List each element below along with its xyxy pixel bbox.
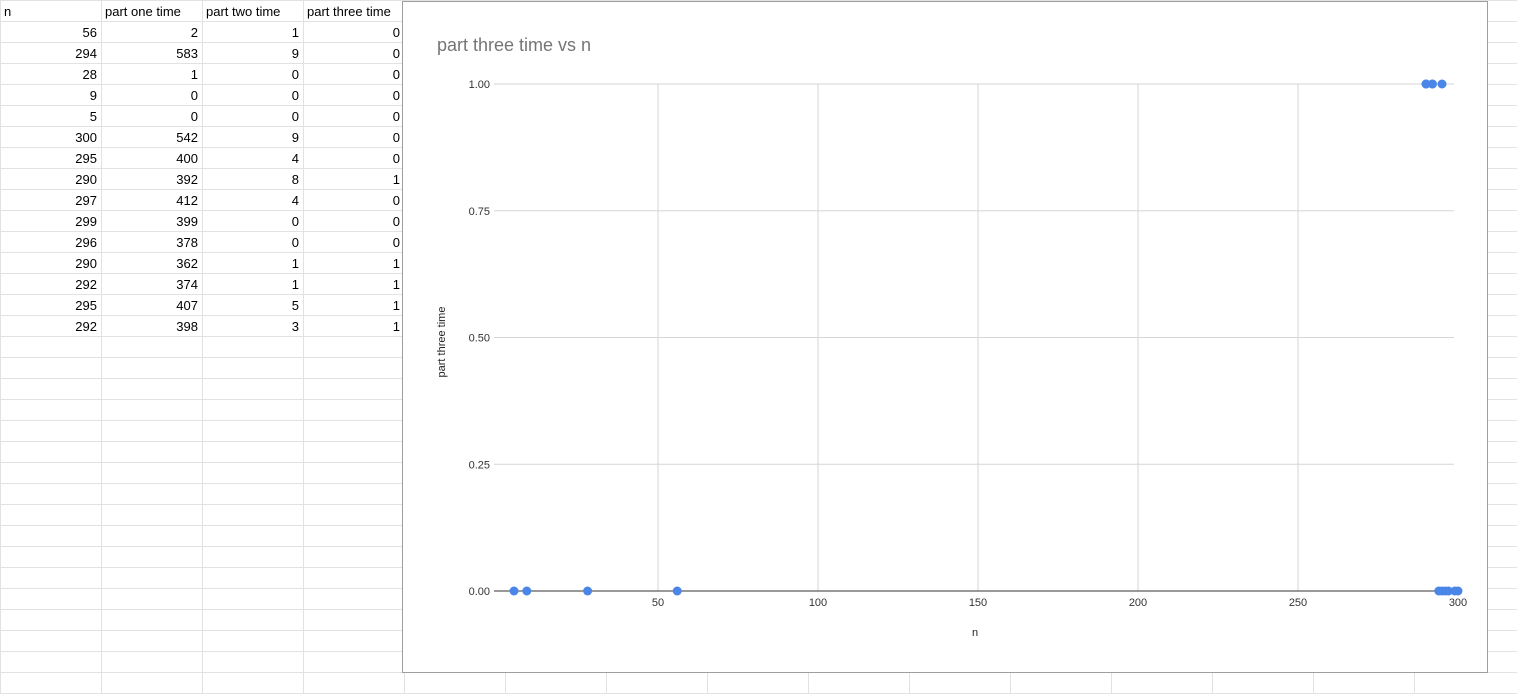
- table-cell[interactable]: 0: [392, 151, 400, 166]
- table-cell[interactable]: 1: [392, 319, 400, 334]
- header-cell[interactable]: n: [4, 4, 12, 19]
- table-cell[interactable]: 3: [291, 319, 299, 334]
- x-tick-label: 150: [969, 597, 987, 609]
- data-point: [1450, 586, 1460, 596]
- table-cell[interactable]: 374: [176, 277, 198, 292]
- table-cell[interactable]: 0: [392, 235, 400, 250]
- y-tick-label: 1.00: [469, 79, 490, 91]
- table-cell[interactable]: 292: [75, 319, 97, 334]
- table-cell[interactable]: 0: [291, 214, 299, 229]
- table-cell[interactable]: 0: [291, 109, 299, 124]
- table-cell[interactable]: 4: [291, 151, 299, 166]
- table-cell[interactable]: 0: [392, 88, 400, 103]
- table-cell[interactable]: 399: [176, 214, 198, 229]
- table-cell[interactable]: 8: [291, 172, 299, 187]
- table-cell[interactable]: 0: [190, 88, 198, 103]
- table-cell[interactable]: 9: [89, 88, 97, 103]
- table-cell[interactable]: 295: [75, 151, 97, 166]
- table-cell[interactable]: 0: [392, 46, 400, 61]
- y-tick-label: 0.75: [469, 206, 490, 218]
- table-cell[interactable]: 9: [291, 46, 299, 61]
- header-cell[interactable]: part two time: [206, 4, 281, 19]
- table-cell[interactable]: 1: [392, 256, 400, 271]
- header-cell[interactable]: part one time: [105, 4, 181, 19]
- table-cell[interactable]: 412: [176, 193, 198, 208]
- table-cell[interactable]: 295: [75, 298, 97, 313]
- data-point: [1421, 79, 1431, 89]
- table-cell[interactable]: 56: [82, 25, 97, 40]
- header-cell[interactable]: part three time: [307, 4, 391, 19]
- table-cell[interactable]: 5: [291, 298, 299, 313]
- scatter-plot: 50 100 150 200 250 300 0.00 0.25 0.50 0.75 1.00: [469, 79, 1468, 609]
- table-cell[interactable]: 378: [176, 235, 198, 250]
- table-cell[interactable]: 400: [176, 151, 198, 166]
- table-cell[interactable]: 1: [291, 277, 299, 292]
- data-point: [1427, 79, 1437, 89]
- table-cell[interactable]: 407: [176, 298, 198, 313]
- x-tick-label: 200: [1129, 597, 1147, 609]
- data-point: [522, 586, 532, 596]
- table-cell[interactable]: 2: [190, 25, 198, 40]
- data-point: [1437, 79, 1447, 89]
- table-cell[interactable]: 290: [75, 256, 97, 271]
- table-cell[interactable]: 290: [75, 172, 97, 187]
- table-cell[interactable]: 362: [176, 256, 198, 271]
- table-cell[interactable]: 9: [291, 130, 299, 145]
- chart-title: part three time vs n: [437, 35, 592, 55]
- table-cell[interactable]: 1: [190, 67, 198, 82]
- chart-panel[interactable]: part three time vs n part three time n 5…: [402, 1, 1488, 673]
- data-point: [672, 586, 682, 596]
- table-cell[interactable]: 1: [291, 256, 299, 271]
- table-cell[interactable]: 0: [392, 109, 400, 124]
- data-point: [583, 586, 593, 596]
- table-cell[interactable]: 299: [75, 214, 97, 229]
- table-cell[interactable]: 297: [75, 193, 97, 208]
- table-cell[interactable]: 1: [392, 172, 400, 187]
- table-cell[interactable]: 292: [75, 277, 97, 292]
- table-cell[interactable]: 28: [82, 67, 97, 82]
- table-cell[interactable]: 294: [75, 46, 97, 61]
- data-point: [509, 586, 519, 596]
- table-cell[interactable]: 0: [392, 214, 400, 229]
- y-tick-label: 0.50: [469, 333, 490, 345]
- table-cell[interactable]: 542: [176, 130, 198, 145]
- table-cell[interactable]: 0: [291, 235, 299, 250]
- table-cell[interactable]: 0: [392, 25, 400, 40]
- x-tick-label: 50: [652, 597, 664, 609]
- x-tick-label: 300: [1449, 597, 1467, 609]
- y-tick-label: 0.25: [469, 459, 490, 471]
- table-cell[interactable]: 0: [392, 193, 400, 208]
- table-cell[interactable]: 4: [291, 193, 299, 208]
- table-cell[interactable]: 0: [190, 109, 198, 124]
- x-axis-label: n: [971, 627, 979, 639]
- table-cell[interactable]: 1: [392, 298, 400, 313]
- y-tick-label: 0.00: [469, 586, 490, 598]
- table-cell[interactable]: 0: [392, 130, 400, 145]
- table-cell[interactable]: 583: [176, 46, 198, 61]
- table-cell[interactable]: 0: [291, 67, 299, 82]
- table-cell[interactable]: 0: [392, 67, 400, 82]
- table-cell[interactable]: 300: [75, 130, 97, 145]
- table-cell[interactable]: 1: [291, 25, 299, 40]
- table-cell[interactable]: 296: [75, 235, 97, 250]
- table-cell[interactable]: 0: [291, 88, 299, 103]
- data-point: [1440, 586, 1450, 596]
- x-tick-label: 250: [1289, 597, 1307, 609]
- table-cell[interactable]: 392: [176, 172, 198, 187]
- table-cell[interactable]: 1: [392, 277, 400, 292]
- x-tick-label: 100: [809, 597, 827, 609]
- table-cell[interactable]: 398: [176, 319, 198, 334]
- table-cell[interactable]: 5: [89, 109, 97, 124]
